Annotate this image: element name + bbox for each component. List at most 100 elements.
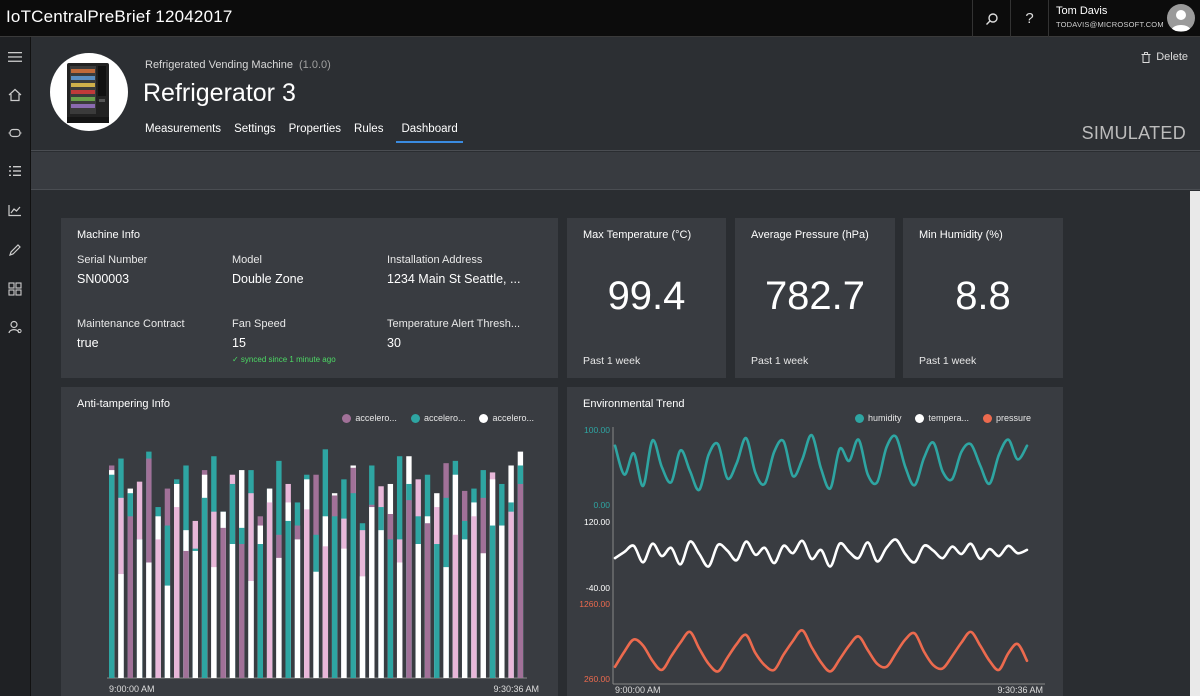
legend-dot bbox=[982, 413, 992, 423]
bar[interactable] bbox=[508, 511, 514, 678]
bar[interactable] bbox=[359, 576, 366, 678]
nav-edit[interactable] bbox=[5, 240, 25, 260]
search-button[interactable] bbox=[972, 0, 1010, 37]
kpi-tile-average-pressure: Average Pressure (hPa) 782.7 Past 1 week bbox=[735, 218, 895, 378]
delete-button[interactable]: Delete bbox=[1141, 51, 1188, 63]
bar[interactable] bbox=[406, 500, 412, 678]
bar[interactable] bbox=[313, 571, 319, 678]
bar[interactable] bbox=[415, 544, 421, 678]
nav-users[interactable] bbox=[5, 317, 25, 337]
bar[interactable] bbox=[285, 520, 291, 678]
legend-item[interactable]: humidity bbox=[854, 413, 901, 423]
legend-item[interactable]: accelero... bbox=[479, 413, 534, 423]
scrollbar[interactable] bbox=[1190, 191, 1200, 696]
bar[interactable] bbox=[387, 539, 394, 678]
bar[interactable] bbox=[424, 523, 431, 678]
bar[interactable] bbox=[136, 539, 143, 678]
bar[interactable] bbox=[257, 544, 264, 678]
bar[interactable] bbox=[452, 534, 459, 678]
bar[interactable] bbox=[127, 516, 133, 678]
temperature-alert-value[interactable]: 30 bbox=[387, 336, 401, 350]
anti-tampering-bar-chart: 9:00:00 AM 9:30:36 AM bbox=[107, 449, 539, 694]
bar[interactable] bbox=[369, 507, 375, 678]
machine-info-tile: Machine Info Serial Number SN00003 Model… bbox=[61, 218, 558, 378]
legend-dot bbox=[915, 413, 925, 423]
legend-item[interactable]: pressure bbox=[982, 413, 1031, 423]
bar[interactable] bbox=[350, 493, 356, 678]
avatar[interactable] bbox=[1167, 4, 1195, 32]
bar[interactable] bbox=[517, 483, 524, 678]
nav-apps[interactable] bbox=[5, 279, 25, 299]
template-version: (1.0.0) bbox=[298, 59, 331, 71]
series-line-temperature[interactable] bbox=[613, 538, 1029, 568]
series-line-pressure[interactable] bbox=[613, 629, 1029, 673]
bar[interactable] bbox=[220, 527, 226, 678]
tab-dashboard[interactable]: Dashboard bbox=[396, 123, 463, 143]
fan-speed-value[interactable]: 15 bbox=[232, 336, 246, 350]
legend-label: accelero... bbox=[492, 413, 534, 423]
legend-label: tempera... bbox=[928, 413, 969, 423]
bar[interactable] bbox=[499, 525, 505, 678]
bar[interactable] bbox=[294, 539, 301, 678]
user-name[interactable]: Tom Davis bbox=[1056, 5, 1108, 17]
bar[interactable] bbox=[304, 509, 310, 678]
bar[interactable] bbox=[266, 502, 273, 678]
bar[interactable] bbox=[201, 497, 208, 678]
nav-templates[interactable] bbox=[5, 161, 25, 181]
bar[interactable] bbox=[443, 567, 449, 678]
anti-tampering-tile: Anti-tampering Info accelero... accelero… bbox=[61, 387, 558, 696]
kpi-value: 99.4 bbox=[607, 274, 686, 318]
nav-analytics[interactable] bbox=[5, 200, 25, 220]
tab-measurements[interactable]: Measurements bbox=[145, 123, 222, 135]
nav-devices[interactable] bbox=[5, 123, 25, 143]
temperature-alert-label: Temperature Alert Thresh... bbox=[387, 318, 521, 330]
tab-properties[interactable]: Properties bbox=[288, 123, 342, 135]
kpi-tile-max-temperature: Max Temperature (°C) 99.4 Past 1 week bbox=[567, 218, 726, 378]
bar[interactable] bbox=[109, 474, 115, 678]
app-title[interactable]: IoTCentralPreBrief 12042017 bbox=[6, 7, 233, 26]
help-button[interactable]: ? bbox=[1010, 0, 1048, 37]
kpi-title: Min Humidity (%) bbox=[919, 229, 1003, 241]
bar[interactable] bbox=[239, 544, 245, 678]
bar[interactable] bbox=[211, 567, 217, 678]
menu-button[interactable] bbox=[5, 47, 25, 67]
bar[interactable] bbox=[378, 530, 384, 678]
x-end-label: 9:30:36 AM bbox=[997, 685, 1043, 695]
kpi-title: Max Temperature (°C) bbox=[583, 229, 692, 241]
bar[interactable] bbox=[146, 562, 152, 679]
legend-item[interactable]: accelero... bbox=[342, 413, 397, 423]
series-line-humidity[interactable] bbox=[613, 433, 1029, 492]
bar[interactable] bbox=[174, 507, 180, 678]
bar[interactable] bbox=[489, 525, 496, 678]
bar[interactable] bbox=[248, 580, 254, 678]
bar[interactable] bbox=[164, 585, 171, 678]
serial-number-value: SN00003 bbox=[77, 272, 130, 286]
search-icon bbox=[985, 12, 998, 25]
bar[interactable] bbox=[322, 546, 329, 678]
legend-item[interactable]: tempera... bbox=[915, 413, 969, 423]
bar[interactable] bbox=[434, 544, 440, 678]
temperature-max-tick: 120.00 bbox=[584, 517, 610, 527]
template-name: Refrigerated Vending Machine (1.0.0) bbox=[145, 59, 331, 71]
bar[interactable] bbox=[118, 574, 124, 678]
bar[interactable] bbox=[192, 550, 198, 678]
tab-rules[interactable]: Rules bbox=[354, 123, 384, 135]
bar[interactable] bbox=[480, 553, 486, 678]
device-icon bbox=[8, 128, 22, 138]
bar[interactable] bbox=[341, 548, 347, 678]
bar[interactable] bbox=[183, 550, 189, 678]
bar[interactable] bbox=[276, 557, 282, 678]
bar[interactable] bbox=[155, 539, 161, 678]
bar[interactable] bbox=[229, 544, 236, 678]
bar[interactable] bbox=[396, 562, 403, 679]
serial-number-label: Serial Number bbox=[77, 254, 148, 266]
legend-item[interactable]: accelero... bbox=[410, 413, 465, 423]
nav-home[interactable] bbox=[5, 85, 25, 105]
top-bar: IoTCentralPreBrief 12042017 ? Tom Davis … bbox=[0, 0, 1200, 37]
bar[interactable] bbox=[331, 516, 338, 678]
bar[interactable] bbox=[461, 539, 468, 678]
bar[interactable] bbox=[471, 516, 477, 678]
tab-settings[interactable]: Settings bbox=[234, 123, 276, 135]
line-series-group bbox=[613, 433, 1029, 673]
humidity-max-tick: 100.00 bbox=[584, 425, 610, 435]
